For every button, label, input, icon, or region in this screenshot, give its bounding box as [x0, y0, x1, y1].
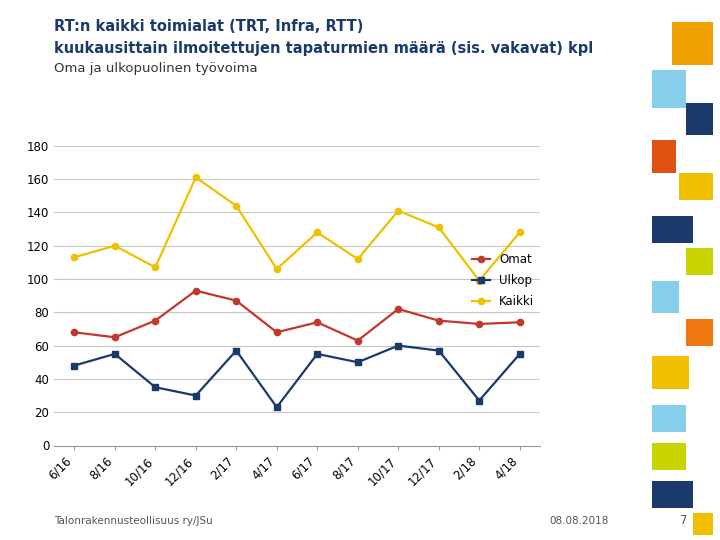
- Omat: [70, 329, 78, 335]
- FancyBboxPatch shape: [652, 356, 689, 389]
- Ulkop: [232, 347, 240, 354]
- Omat: [475, 321, 484, 327]
- FancyBboxPatch shape: [672, 22, 713, 65]
- Kaikki: [110, 242, 119, 249]
- Omat: [516, 319, 524, 326]
- Kaikki: [192, 174, 200, 181]
- Ulkop: [192, 392, 200, 399]
- Ulkop: [272, 404, 281, 410]
- Text: kuukausittain ilmoitettujen tapaturmien määrä (sis. vakavat) kpl: kuukausittain ilmoitettujen tapaturmien …: [54, 40, 593, 56]
- FancyBboxPatch shape: [685, 103, 713, 135]
- Kaikki: [434, 224, 443, 231]
- FancyBboxPatch shape: [652, 443, 685, 470]
- Omat: [313, 319, 322, 326]
- FancyBboxPatch shape: [652, 140, 675, 173]
- Text: RT:n kaikki toimialat (TRT, Infra, RTT): RT:n kaikki toimialat (TRT, Infra, RTT): [54, 19, 364, 34]
- Ulkop: [516, 350, 524, 357]
- Line: Ulkop: Ulkop: [71, 342, 523, 410]
- Ulkop: [394, 342, 402, 349]
- Kaikki: [313, 229, 322, 235]
- Ulkop: [151, 384, 160, 390]
- Kaikki: [394, 207, 402, 214]
- FancyBboxPatch shape: [652, 405, 685, 432]
- Omat: [110, 334, 119, 341]
- Ulkop: [434, 347, 443, 354]
- Line: Omat: Omat: [71, 287, 523, 344]
- Omat: [192, 287, 200, 294]
- FancyBboxPatch shape: [693, 513, 713, 535]
- Ulkop: [110, 350, 119, 357]
- FancyBboxPatch shape: [652, 70, 685, 108]
- Line: Kaikki: Kaikki: [71, 174, 523, 284]
- FancyBboxPatch shape: [652, 216, 693, 243]
- Text: Talonrakennusteollisuus ry/JSu: Talonrakennusteollisuus ry/JSu: [54, 516, 212, 526]
- FancyBboxPatch shape: [652, 281, 679, 313]
- FancyBboxPatch shape: [685, 248, 713, 275]
- FancyBboxPatch shape: [685, 319, 713, 346]
- Ulkop: [475, 397, 484, 404]
- Kaikki: [516, 229, 524, 235]
- Kaikki: [151, 264, 160, 271]
- Kaikki: [70, 254, 78, 261]
- Omat: [394, 306, 402, 312]
- Legend: Omat, Ulkop, Kaikki: Omat, Ulkop, Kaikki: [472, 253, 534, 308]
- Kaikki: [232, 202, 240, 209]
- Ulkop: [354, 359, 362, 366]
- Omat: [151, 318, 160, 324]
- Kaikki: [354, 256, 362, 262]
- Text: Oma ja ulkopuolinen työvoima: Oma ja ulkopuolinen työvoima: [54, 62, 258, 75]
- Kaikki: [272, 266, 281, 272]
- Kaikki: [475, 278, 484, 284]
- Omat: [232, 298, 240, 304]
- Omat: [354, 338, 362, 344]
- Text: 08.08.2018: 08.08.2018: [549, 516, 608, 526]
- Omat: [434, 318, 443, 324]
- Ulkop: [70, 362, 78, 369]
- Text: 7: 7: [680, 514, 688, 526]
- FancyBboxPatch shape: [652, 481, 693, 508]
- Omat: [272, 329, 281, 335]
- Ulkop: [313, 350, 322, 357]
- FancyBboxPatch shape: [679, 173, 713, 200]
